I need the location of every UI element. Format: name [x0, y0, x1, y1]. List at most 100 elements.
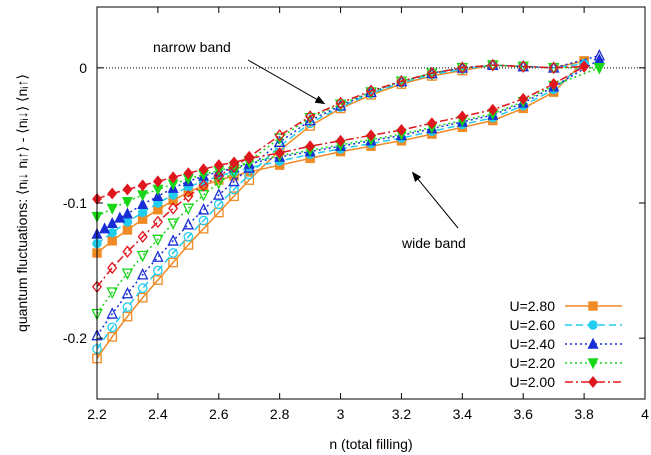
x-tick-label: 3.6 [513, 406, 533, 422]
legend-marker [587, 358, 599, 370]
legend-label: U=2.40 [509, 336, 555, 352]
narrow-band-point [213, 188, 225, 200]
narrow-band-point [274, 129, 285, 142]
narrow-band-point [335, 96, 346, 110]
x-axis-label: n (total filling) [329, 436, 412, 452]
wide-band-point [487, 103, 498, 116]
wide-band-point [99, 222, 111, 234]
narrow-band-point [107, 331, 118, 342]
legend: U=2.80 U=2.60 U=2.40 U=2.20 U=2.00 [509, 298, 622, 390]
x-tick-label: 3 [337, 406, 345, 422]
wide-band-point [137, 207, 148, 218]
x-tick-label: 3.2 [392, 406, 412, 422]
narrow-band-point [457, 61, 468, 75]
narrow-band-point [153, 265, 163, 276]
legend-marker [588, 376, 598, 388]
narrow-band-point [122, 302, 133, 312]
wide-band-point [366, 129, 376, 142]
narrow-band-point [152, 215, 163, 229]
narrow-band-point [121, 268, 134, 280]
axis-ticks: 2.2 2.4 2.6 2.8 3 3.2 3.4 3.6 3.8 4 -0.2 -0.1 0 [63, 7, 649, 422]
narrow-band-point [106, 307, 118, 319]
wide-band-line [96, 60, 585, 254]
narrow-band-point [229, 191, 239, 202]
narrow-band-point [198, 179, 209, 192]
narrow-band-point [396, 75, 407, 88]
wide-band-point [168, 171, 178, 184]
annotation-arrow-wide-band [411, 171, 459, 229]
narrow-band-point [365, 84, 377, 98]
narrow-band-point [137, 283, 148, 294]
narrow-band-point [152, 250, 164, 262]
narrow-band-point [273, 135, 286, 148]
x-tick-label: 2.2 [87, 406, 107, 422]
x-tick-label: 2.8 [270, 406, 290, 422]
legend-marker [587, 337, 599, 349]
narrow-band-point [197, 203, 210, 215]
narrow-band-point [213, 169, 224, 183]
wide-band-point [274, 146, 285, 159]
narrow-band-point [167, 234, 179, 246]
narrow-band-point [168, 257, 178, 268]
narrow-band-point [426, 67, 437, 80]
narrow-band-point [304, 113, 316, 126]
narrow-band-point [122, 311, 133, 322]
legend-label: U=2.80 [509, 298, 555, 314]
narrow-band-point [548, 61, 559, 75]
narrow-band-point [228, 174, 240, 187]
wide-band-point [122, 183, 133, 196]
plot-content [91, 49, 645, 364]
wide-band-point [335, 134, 346, 147]
narrow-band-point [198, 215, 209, 226]
legend-entry: U=2.40 [509, 336, 622, 352]
wide-band-point [229, 156, 239, 169]
narrow-band-point [153, 275, 163, 285]
narrow-band-line [96, 64, 600, 315]
legend-marker [588, 320, 598, 330]
x-tick-label: 3.4 [453, 406, 473, 422]
wide-band-point [121, 207, 133, 219]
wide-band-point [153, 175, 163, 188]
legend-label: U=2.20 [509, 355, 555, 371]
annotation-wide-band: wide band [401, 235, 466, 251]
narrow-band-point [183, 190, 194, 203]
wide-band-point [457, 110, 468, 123]
wide-band-point [137, 190, 149, 202]
wide-band-point [137, 198, 149, 210]
narrow-band-point [213, 199, 224, 210]
narrow-band-point [182, 217, 195, 230]
narrow-band-point [137, 292, 148, 303]
wide-band-point [579, 60, 589, 73]
wide-band-point [213, 159, 224, 172]
wide-band-line [96, 63, 585, 245]
narrow-band-point [107, 261, 118, 275]
wide-band-point [427, 117, 437, 130]
annotation-narrow-band: narrow band [153, 39, 231, 55]
narrow-band-point [182, 203, 195, 216]
narrow-band-point [168, 202, 179, 215]
wide-band-line [96, 59, 600, 235]
narrow-band-point [518, 60, 529, 73]
wide-band-point [107, 187, 118, 200]
wide-band-point [305, 140, 315, 153]
narrow-band-line [96, 64, 585, 288]
narrow-band-point [122, 245, 133, 258]
wide-band-point [244, 152, 255, 165]
wide-band-point [548, 78, 559, 91]
wide-band-point [593, 63, 605, 75]
wide-band-point [198, 163, 209, 176]
wide-band-point [107, 236, 117, 246]
legend-label: U=2.60 [509, 317, 555, 333]
narrow-band-point [487, 58, 498, 72]
legend-entry: U=2.00 [509, 374, 622, 390]
legend-label: U=2.00 [509, 374, 555, 390]
wide-band-point [114, 211, 126, 223]
wide-band-point [121, 196, 133, 208]
wide-band-point [518, 92, 529, 105]
narrow-band-point [107, 322, 118, 333]
narrow-band-point [168, 248, 178, 258]
y-tick-label: -0.1 [63, 195, 87, 211]
legend-entry: U=2.20 [509, 355, 622, 371]
narrow-band-point [183, 231, 194, 242]
